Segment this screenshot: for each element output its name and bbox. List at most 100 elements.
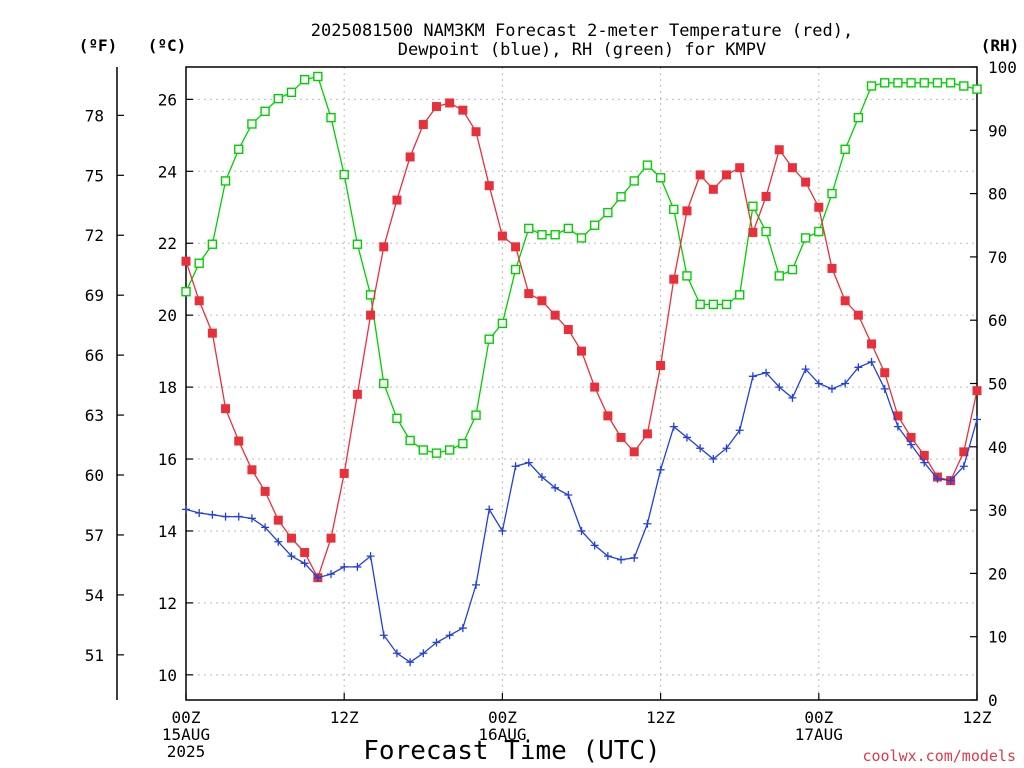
dewpoint-point (880, 384, 889, 393)
temperature-point (458, 105, 468, 115)
fahrenheit-tick-label: 51 (85, 646, 104, 665)
dewpoint-point (366, 552, 375, 561)
rh-point (458, 438, 468, 449)
dewpoint-point (472, 580, 481, 589)
dewpoint-point (564, 490, 573, 499)
dewpoint-point (524, 458, 533, 467)
dewpoint-point (827, 384, 836, 393)
x-tick-label: 16AUG (478, 725, 526, 744)
temperature-line (185, 102, 978, 580)
rh-tick-label: 50 (988, 375, 1007, 394)
temperature-point (339, 468, 349, 478)
x-tick-label: 12Z (330, 708, 359, 727)
celsius-tick-label: 24 (158, 162, 177, 181)
rh-point (735, 290, 745, 300)
dewpoint-point (603, 552, 612, 561)
rh-point (563, 223, 574, 234)
rh-point (260, 106, 270, 117)
temperature-point (656, 361, 666, 371)
dewpoint-point (340, 562, 349, 571)
celsius-tick-label: 12 (158, 594, 177, 613)
rh-point (787, 264, 798, 275)
rh-tick-label: 100 (988, 58, 1017, 77)
celsius-axis-unit: (ºC) (148, 36, 187, 55)
rh-point (880, 78, 890, 88)
dewpoint-point (682, 433, 691, 442)
dewpoint-point (208, 510, 217, 519)
dewpoint-point (669, 422, 678, 431)
rh-point (379, 378, 389, 389)
rh-point (800, 233, 811, 243)
dewpoint-point (551, 483, 560, 492)
dewpoint-point (274, 537, 283, 546)
temperature-point (300, 548, 310, 558)
rh-point (972, 84, 982, 94)
dewpoint-point (485, 505, 494, 514)
temperature-point (682, 206, 692, 216)
rh-point (510, 264, 521, 275)
fahrenheit-tick-label: 75 (85, 166, 104, 185)
dewpoint-line (185, 361, 978, 663)
rh-point (814, 226, 824, 237)
series (181, 71, 982, 667)
temperature-point (669, 274, 679, 284)
rh-point (247, 119, 257, 129)
series-rh (181, 71, 982, 458)
temperature-point (801, 177, 811, 187)
temperature-point (827, 263, 837, 273)
rh-point (866, 81, 877, 91)
temperature-point (366, 310, 376, 320)
temperature-point (471, 127, 481, 137)
rh-point (669, 204, 679, 215)
rh-point (471, 410, 481, 420)
temperature-point (629, 447, 639, 457)
temperature-point (234, 436, 244, 446)
temperature-point (260, 486, 270, 496)
rh-point (893, 78, 903, 88)
credit-text: coolwx.com/models (862, 747, 1016, 765)
temperature-point (247, 465, 257, 475)
rh-point (273, 93, 283, 104)
temperature-point (497, 231, 507, 241)
rh-tick-label: 0 (988, 691, 998, 710)
rh-tick-label: 20 (988, 564, 1007, 583)
rh-point (484, 334, 494, 344)
x-tick-label: 12Z (963, 708, 992, 727)
celsius-tick-label: 26 (158, 90, 177, 109)
rh-point (524, 223, 534, 234)
celsius-tick-label: 10 (158, 666, 177, 685)
temperature-point (194, 296, 204, 306)
rh-point (721, 299, 732, 310)
temperature-point (405, 152, 415, 162)
temperature-point (392, 195, 402, 205)
dewpoint-point (234, 512, 243, 521)
rh-point (286, 87, 297, 98)
dewpoint-point (353, 562, 362, 571)
rh-point (695, 299, 705, 310)
fahrenheit-tick-label: 60 (85, 466, 104, 485)
fahrenheit-axis-unit: (ºF) (79, 36, 118, 55)
temperature-point (708, 184, 718, 194)
dewpoint-point (247, 514, 256, 523)
rh-tick-label: 90 (988, 121, 1007, 140)
rh-point (840, 144, 850, 154)
dewpoint-point (762, 368, 771, 377)
temperature-point (590, 382, 600, 392)
dewpoint-point (195, 508, 204, 517)
dewpoint-point (458, 624, 467, 633)
dewpoint-point (854, 363, 863, 372)
rh-point (392, 413, 402, 424)
rh-point (655, 173, 666, 183)
rh-point (418, 445, 428, 455)
dewpoint-point (907, 440, 916, 449)
temperature-point (550, 310, 560, 320)
temperature-point (867, 339, 877, 349)
dewpoint-point (933, 474, 942, 483)
rh-point (629, 176, 639, 186)
dewpoint-point (182, 505, 190, 514)
dewpoint-point (498, 526, 507, 535)
dewpoint-point (313, 573, 322, 582)
dewpoint-point (406, 658, 415, 667)
dewpoint-point (379, 631, 388, 640)
rh-point (603, 207, 613, 218)
